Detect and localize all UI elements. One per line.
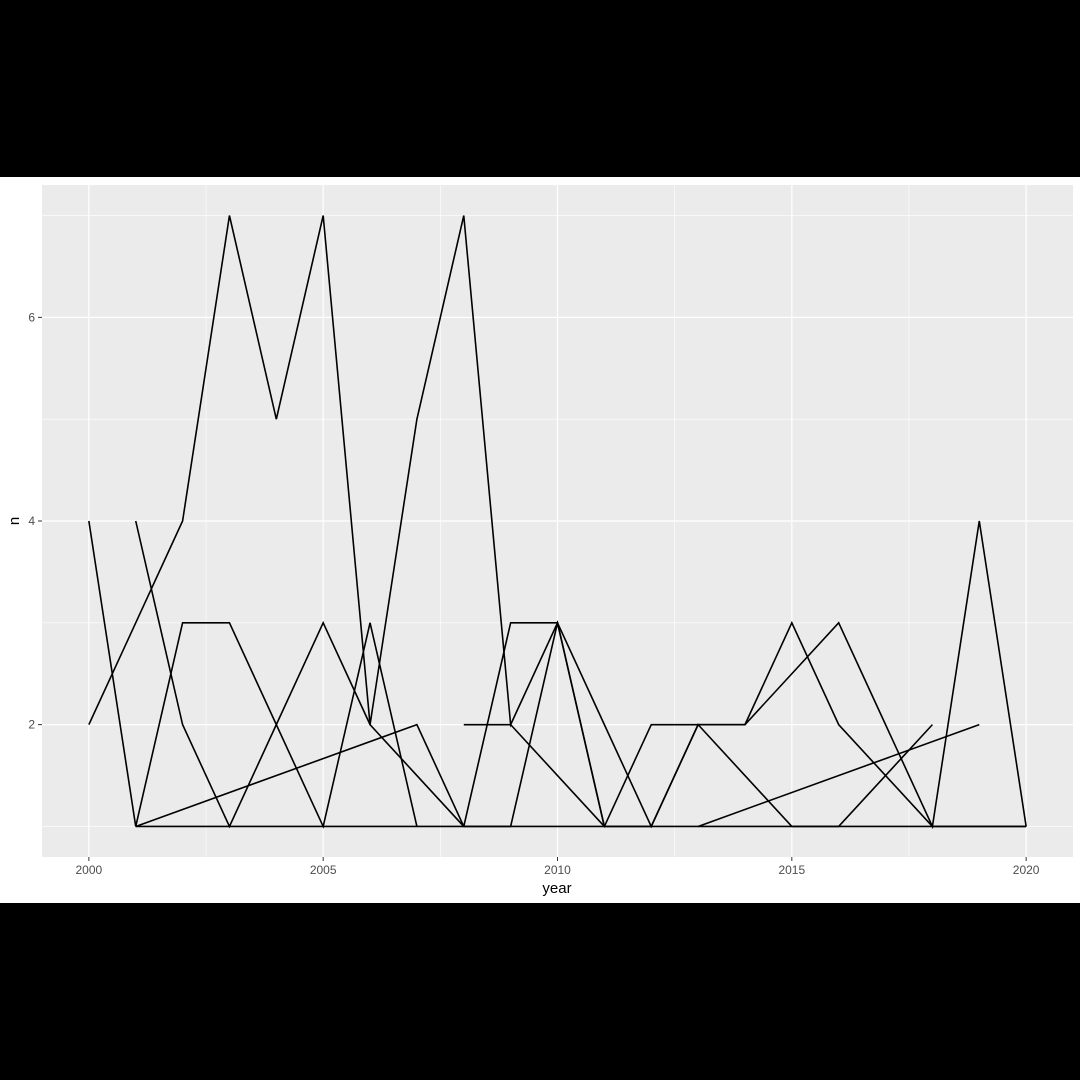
series-line-1 bbox=[88, 215, 606, 827]
x-tick-label: 2020 bbox=[1013, 863, 1040, 877]
series-line-3 bbox=[134, 520, 465, 829]
data-series bbox=[88, 215, 1027, 830]
x-tick-label: 2015 bbox=[778, 863, 805, 877]
y-tick-label: 4 bbox=[28, 514, 35, 528]
y-axis-title: n bbox=[6, 517, 23, 525]
line-chart: 2000 2005 2010 2015 2020 2 4 6 year n bbox=[6, 185, 1073, 897]
y-tick-label: 6 bbox=[28, 310, 35, 324]
x-axis-title: year bbox=[542, 880, 571, 897]
x-tick-label: 2000 bbox=[76, 863, 103, 877]
series-line-8 bbox=[697, 723, 980, 828]
axes: 2000 2005 2010 2015 2020 2 4 6 bbox=[28, 310, 1039, 877]
y-tick-label: 2 bbox=[28, 718, 35, 732]
series-line-6 bbox=[462, 622, 933, 828]
series-line-2 bbox=[88, 520, 418, 829]
x-tick-label: 2005 bbox=[310, 863, 337, 877]
chart-figure: 2000 2005 2010 2015 2020 2 4 6 year n bbox=[0, 177, 1080, 903]
x-tick-label: 2010 bbox=[544, 863, 571, 877]
